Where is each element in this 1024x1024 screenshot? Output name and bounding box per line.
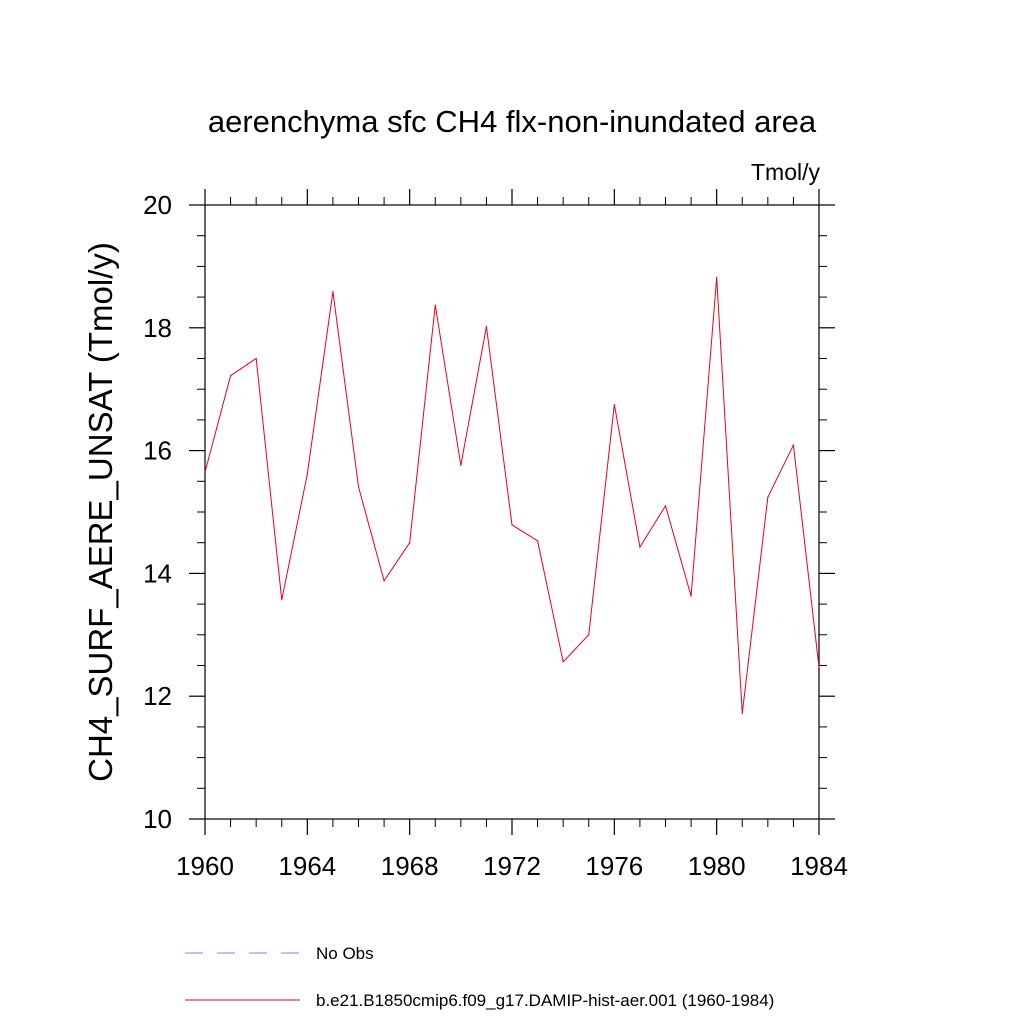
series-line-0	[204, 277, 820, 714]
series-point	[255, 357, 257, 360]
series-point	[690, 595, 692, 597]
legend-label-model: b.e21.B1850cmip6.f09_g17.DAMIP-hist-aer.…	[316, 991, 774, 1010]
major-ticks	[189, 189, 835, 835]
series-point	[434, 304, 436, 306]
y-axis-label: CH4_SURF_AERE_UNSAT (Tmol/y)	[82, 242, 119, 782]
series-point	[409, 542, 411, 544]
x-tick-label: 1980	[688, 851, 746, 881]
series-point	[818, 666, 820, 668]
units-label: Tmol/y	[751, 159, 821, 185]
series-point	[536, 540, 539, 542]
x-tick-label: 1960	[176, 851, 234, 881]
series-point	[767, 496, 769, 498]
series-point	[639, 546, 641, 548]
series-point	[562, 661, 564, 663]
y-tick-label: 10	[143, 804, 172, 834]
series-point	[281, 599, 283, 601]
plot-frame	[204, 204, 820, 820]
x-tick-label: 1984	[790, 851, 848, 881]
series-point	[613, 403, 615, 406]
legend-label-no-obs: No Obs	[316, 944, 374, 963]
y-tick-label: 12	[143, 681, 172, 711]
series-point	[332, 290, 334, 293]
y-tick-label: 18	[143, 313, 172, 343]
series-point	[204, 471, 206, 473]
series-point	[511, 524, 513, 526]
x-tick-label: 1972	[483, 851, 541, 881]
series-point	[716, 276, 718, 279]
chart-title: aerenchyma sfc CH4 flx-non-inundated are…	[208, 104, 817, 139]
series-point	[229, 375, 232, 377]
series-point	[460, 464, 462, 466]
x-tick-labels: 1960 1964 1968 1972 1976 1980 1984	[176, 851, 848, 881]
x-tick-label: 1968	[381, 851, 439, 881]
y-tick-label: 20	[143, 190, 172, 220]
series-point	[664, 505, 667, 507]
series-point	[588, 634, 590, 636]
y-tick-label: 14	[143, 558, 172, 588]
series-point	[357, 486, 360, 488]
series-point	[306, 473, 308, 475]
series-point	[485, 325, 488, 328]
x-tick-label: 1964	[278, 851, 336, 881]
minor-ticks	[197, 197, 827, 827]
series-point	[383, 580, 385, 582]
legend: No Obs b.e21.B1850cmip6.f09_g17.DAMIP-hi…	[185, 944, 774, 1010]
series-point	[741, 712, 743, 714]
y-tick-label: 16	[143, 436, 172, 466]
y-tick-labels: 10 12 14 16 18 20	[143, 190, 172, 834]
x-tick-label: 1976	[585, 851, 643, 881]
series-lines	[204, 276, 820, 714]
series-point	[792, 444, 795, 446]
